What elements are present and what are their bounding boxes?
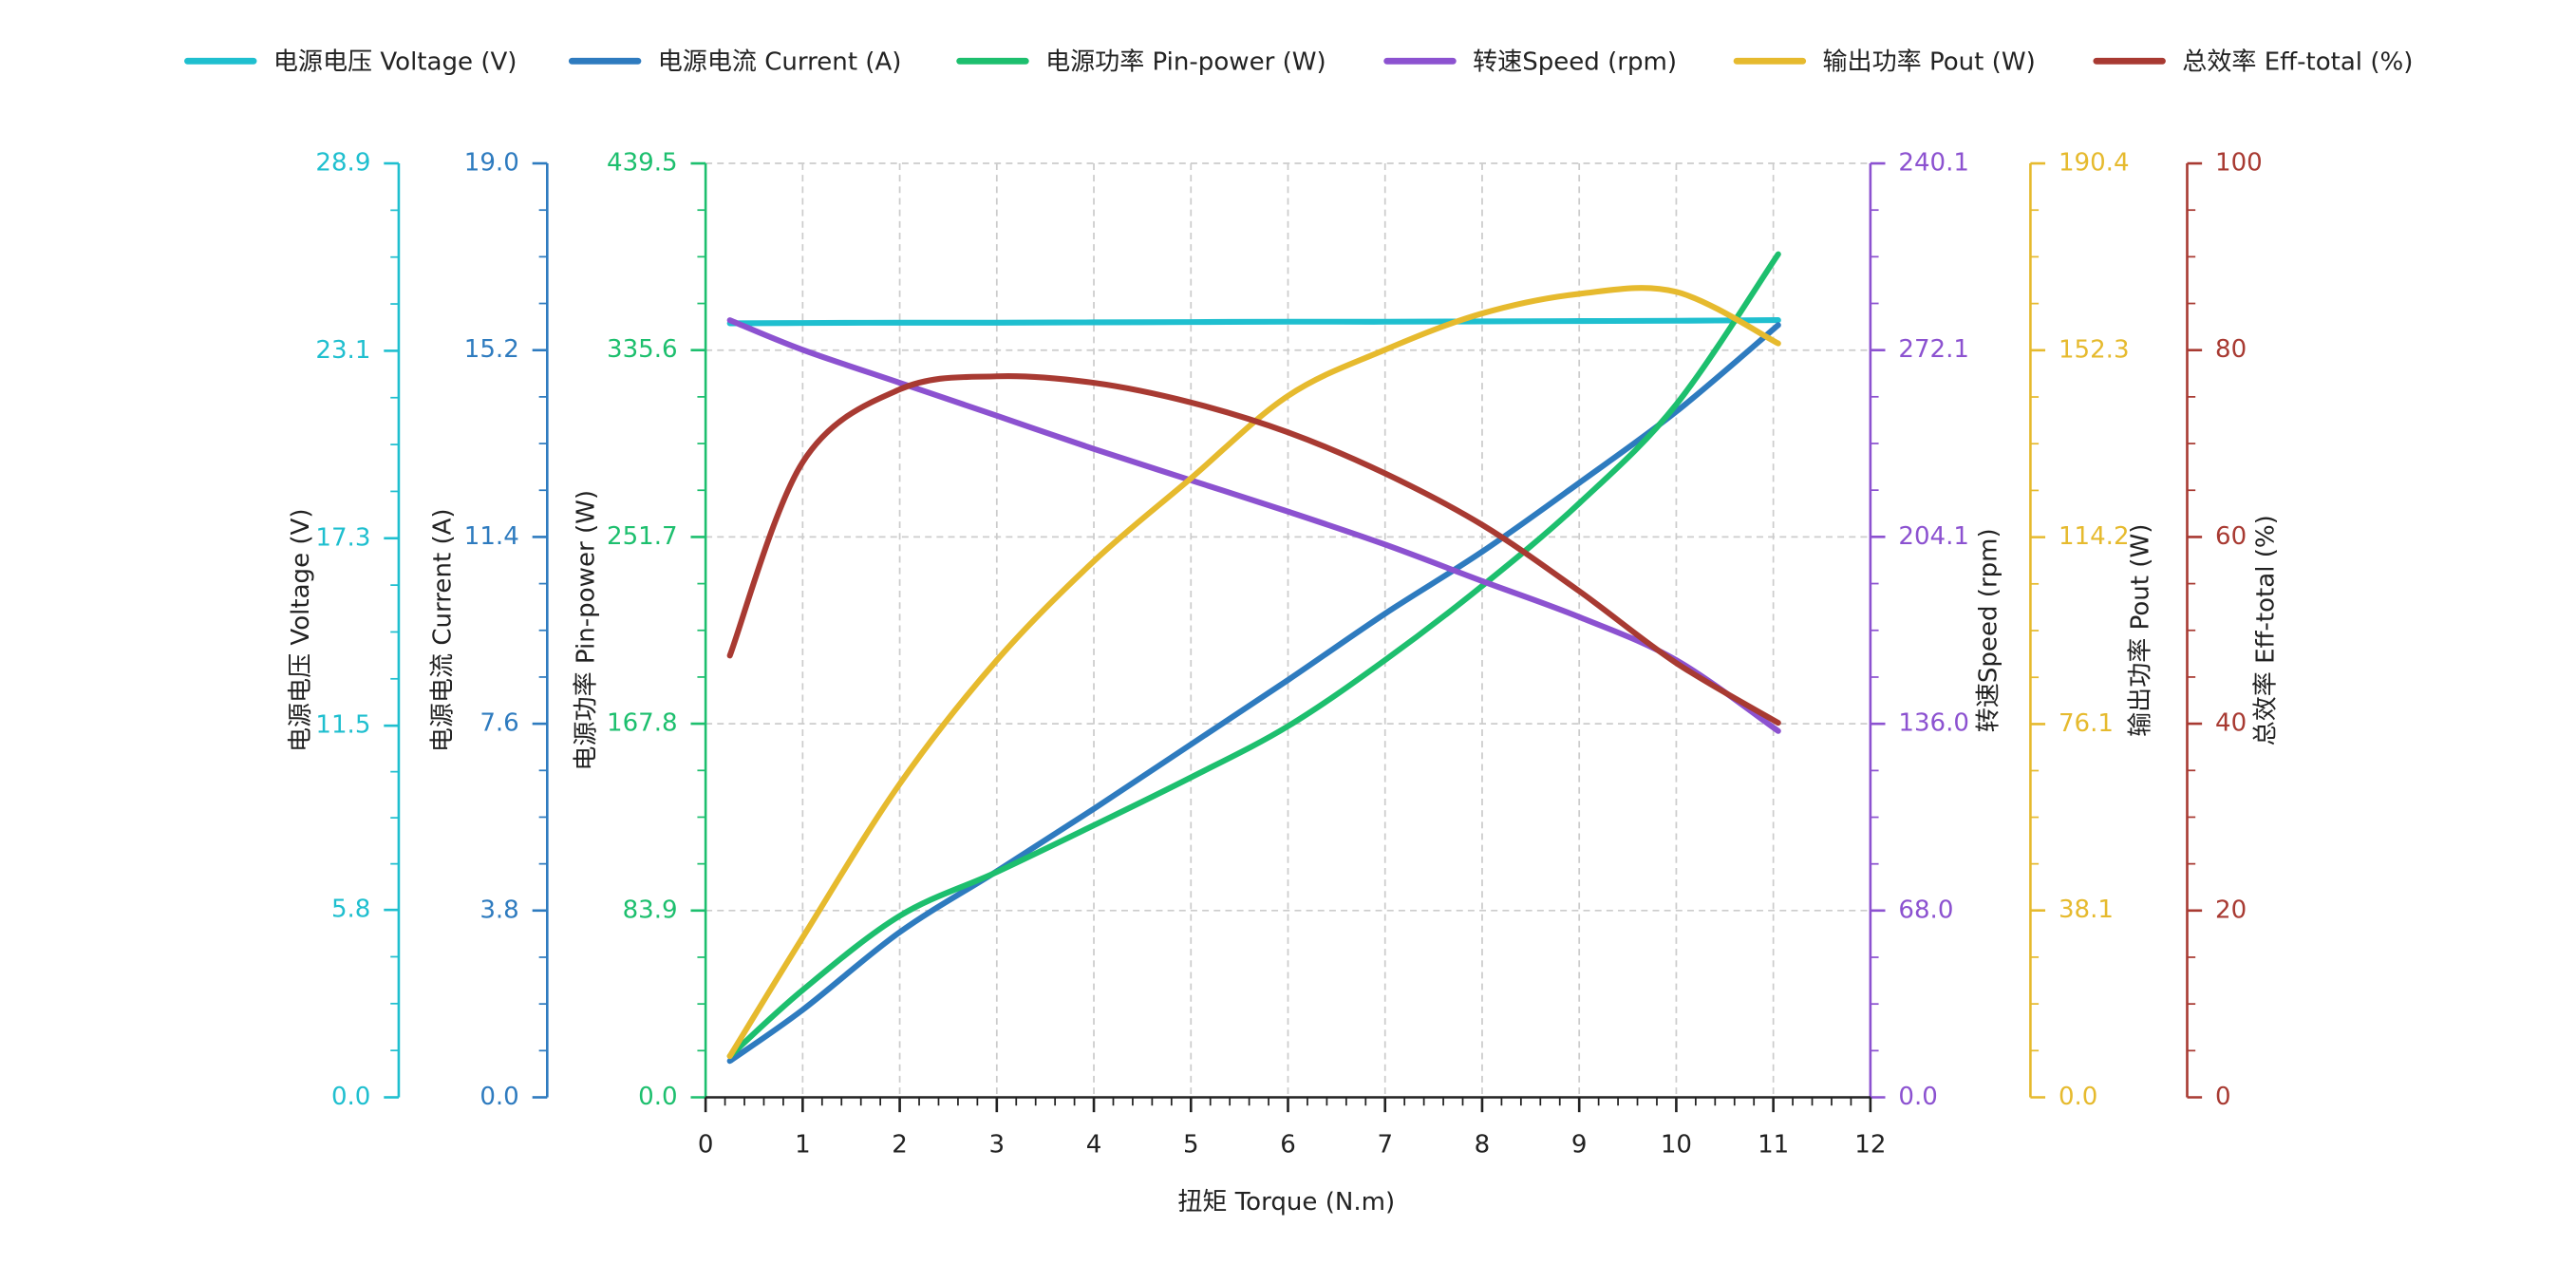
series-line: [726, 251, 1781, 1060]
y-tick-label: 0.0: [1898, 1083, 1937, 1111]
y-tick-label: 240.1: [1898, 149, 1969, 178]
y-tick-label: 335.6: [607, 335, 678, 364]
x-axis-title: 扭矩 Torque (N.m): [1177, 1188, 1395, 1217]
y-tick-label: 38.1: [2059, 896, 2114, 924]
series-line: [726, 317, 1781, 734]
x-tick-label: 2: [892, 1130, 908, 1159]
x-tick-label: 6: [1280, 1130, 1296, 1159]
legend-label: 电源功率 Pin-power (W): [1045, 48, 1326, 77]
y-tick-label: 0: [2215, 1083, 2231, 1111]
legend-label: 转速Speed (rpm): [1473, 48, 1677, 77]
y-tick-label: 272.1: [1898, 335, 1969, 364]
y-tick-label: 76.1: [2059, 709, 2114, 738]
y-tick-label: 11.5: [315, 711, 370, 740]
legend-label: 总效率 Eff-total (%): [2182, 48, 2413, 77]
y-axis-title: 总效率 Eff-total (%): [2251, 515, 2280, 745]
x-tick-label: 3: [989, 1130, 1006, 1159]
x-tick-label: 7: [1377, 1130, 1393, 1159]
y-tick-label: 190.4: [2059, 149, 2130, 178]
x-tick-label: 8: [1475, 1130, 1491, 1159]
y-tick-label: 439.5: [607, 149, 678, 178]
y-tick-label: 0.0: [479, 1083, 518, 1111]
y-tick-label: 60: [2215, 522, 2247, 551]
y-axis-title: 电源电压 Voltage (V): [287, 508, 315, 752]
y-tick-label: 3.8: [479, 896, 518, 924]
y-tick-label: 7.6: [479, 709, 518, 738]
y-tick-label: 83.9: [623, 896, 678, 924]
y-tick-label: 28.9: [315, 149, 370, 178]
y-tick-label: 0.0: [638, 1083, 677, 1111]
legend-label: 输出功率 Pout (W): [1822, 48, 2035, 77]
series-line: [726, 317, 1781, 327]
series-line: [726, 322, 1781, 1065]
y-axis-title: 电源电流 Current (A): [428, 508, 457, 752]
y-tick-label: 0.0: [2059, 1083, 2097, 1111]
y-tick-label: 15.2: [464, 335, 519, 364]
y-tick-label: 204.1: [1898, 522, 1969, 551]
x-tick-label: 0: [698, 1130, 714, 1159]
y-tick-label: 5.8: [331, 896, 370, 924]
legend-label: 电源电流 Current (A): [658, 48, 902, 77]
x-tick-label: 4: [1086, 1130, 1102, 1159]
x-tick-label: 11: [1758, 1130, 1789, 1159]
y-tick-label: 0.0: [331, 1083, 370, 1111]
series-line: [726, 373, 1781, 726]
y-tick-label: 80: [2215, 335, 2247, 364]
x-tick-label: 10: [1661, 1130, 1692, 1159]
y-tick-label: 11.4: [464, 522, 519, 551]
x-tick-label: 1: [795, 1130, 811, 1159]
y-tick-label: 152.3: [2059, 335, 2130, 364]
y-tick-label: 40: [2215, 709, 2247, 738]
y-tick-label: 100: [2215, 149, 2263, 178]
x-tick-label: 9: [1571, 1130, 1588, 1159]
y-tick-label: 114.2: [2059, 522, 2130, 551]
y-axis-title: 电源功率 Pin-power (W): [573, 490, 601, 771]
y-tick-label: 251.7: [607, 522, 678, 551]
y-tick-label: 19.0: [464, 149, 519, 178]
y-tick-label: 68.0: [1898, 896, 1953, 924]
y-axis-title: 转速Speed (rpm): [1974, 528, 2003, 732]
x-tick-label: 12: [1854, 1130, 1886, 1159]
y-tick-label: 167.8: [607, 709, 678, 738]
y-tick-label: 17.3: [315, 523, 370, 552]
y-axis-title: 输出功率 Pout (W): [2126, 524, 2154, 737]
series-line: [726, 285, 1781, 1060]
y-tick-label: 136.0: [1898, 709, 1969, 738]
legend-label: 电源电压 Voltage (V): [273, 48, 517, 77]
x-tick-label: 5: [1183, 1130, 1199, 1159]
y-tick-label: 20: [2215, 896, 2247, 924]
y-tick-label: 23.1: [315, 336, 370, 365]
